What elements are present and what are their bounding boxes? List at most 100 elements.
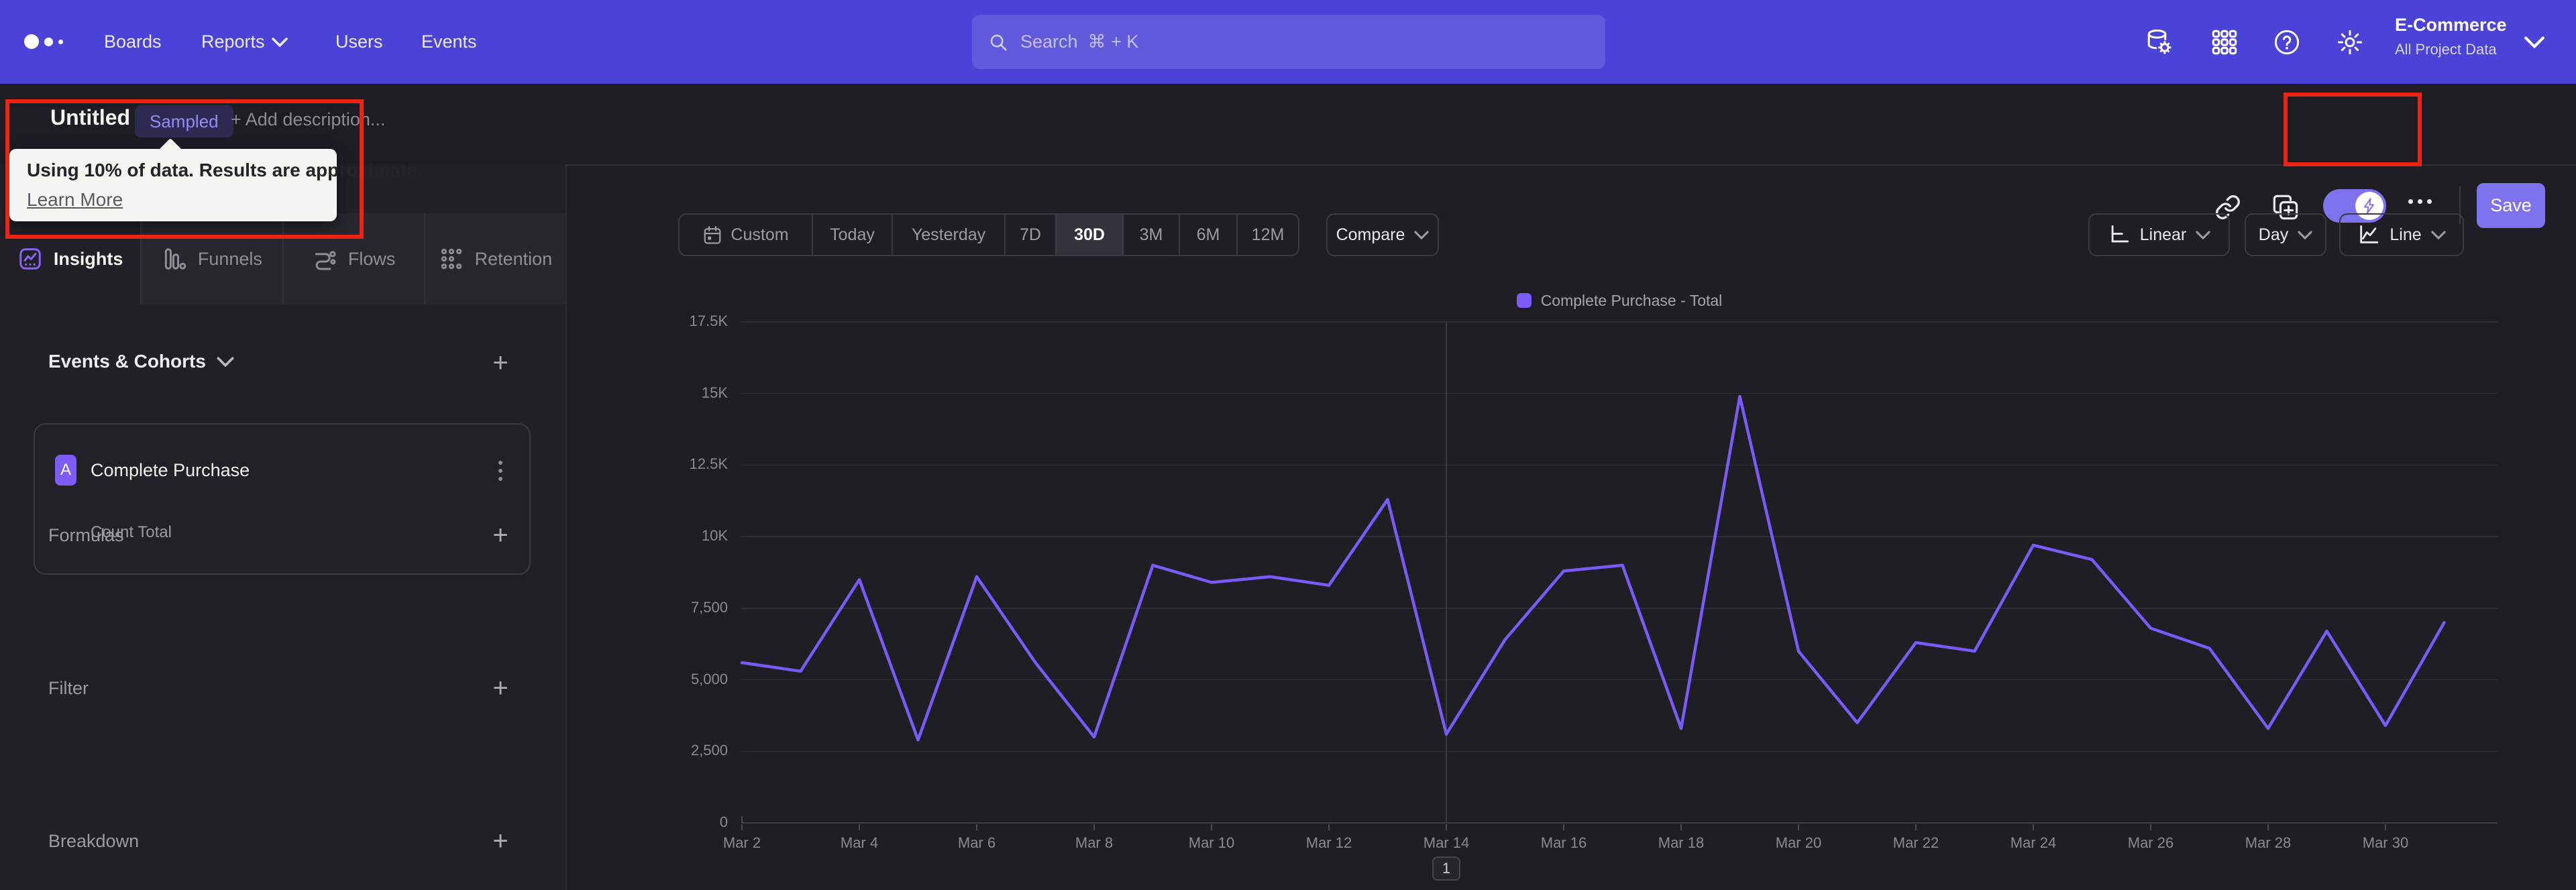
x-axis-tick bbox=[859, 824, 860, 830]
project-scope: All Project Data bbox=[2395, 41, 2497, 58]
event-card[interactable]: A Complete Purchase Count Total bbox=[34, 423, 531, 575]
y-axis-label: 10K bbox=[701, 527, 728, 545]
x-axis-tick bbox=[1680, 824, 1682, 830]
event-metric[interactable]: Count Total bbox=[91, 523, 172, 541]
x-axis-label: Mar 2 bbox=[722, 834, 761, 851]
y-gridline bbox=[741, 392, 2498, 394]
help-icon[interactable] bbox=[2273, 28, 2301, 56]
chart-plot-area[interactable] bbox=[698, 295, 2576, 838]
calendar-icon bbox=[704, 226, 721, 244]
sampled-badge[interactable]: Sampled bbox=[135, 105, 233, 137]
linear-scale-icon bbox=[2111, 225, 2129, 243]
legend-swatch bbox=[1516, 293, 1532, 308]
x-axis-label: Mar 4 bbox=[840, 834, 879, 851]
add-breakdown-button[interactable]: + bbox=[492, 826, 508, 856]
tab-insights[interactable]: Insights bbox=[0, 213, 141, 304]
tab-funnels[interactable]: Funnels bbox=[140, 213, 282, 304]
add-filter-button[interactable]: + bbox=[492, 673, 508, 703]
y-gridline bbox=[741, 679, 2498, 681]
range-3m-button[interactable]: 3M bbox=[1122, 215, 1179, 255]
range-6m-button[interactable]: 6M bbox=[1179, 215, 1236, 255]
date-range-control: Custom Today Yesterday 7D 30D 3M 6M 12M bbox=[678, 213, 1299, 256]
range-custom-button[interactable]: Custom bbox=[680, 215, 812, 255]
chevron-down-icon bbox=[217, 356, 234, 367]
events-cohorts-header[interactable]: Events & Cohorts bbox=[48, 351, 234, 372]
settings-gear-icon[interactable] bbox=[2336, 28, 2364, 56]
x-axis-label: Mar 24 bbox=[2010, 834, 2057, 851]
query-builder-sidebar: Insights Funnels Flows bbox=[0, 164, 567, 890]
save-button[interactable]: Save bbox=[2477, 183, 2545, 228]
tab-retention[interactable]: Retention bbox=[423, 213, 566, 304]
data-management-icon[interactable] bbox=[2145, 28, 2174, 56]
search-input[interactable] bbox=[1019, 31, 1558, 53]
x-axis-label: Mar 6 bbox=[957, 834, 996, 851]
tooltip-message: Using 10% of data. Results are approxima… bbox=[27, 160, 423, 180]
scale-dropdown[interactable]: Linear bbox=[2088, 213, 2230, 256]
lightning-bolt-icon bbox=[2363, 198, 2374, 214]
add-event-button[interactable]: + bbox=[492, 347, 508, 378]
range-today-button[interactable]: Today bbox=[812, 215, 892, 255]
nav-users[interactable]: Users bbox=[335, 32, 383, 52]
event-options-menu[interactable] bbox=[494, 457, 506, 485]
flows-icon bbox=[315, 251, 336, 270]
project-name: E-Commerce bbox=[2395, 15, 2507, 35]
nav-boards[interactable]: Boards bbox=[104, 32, 162, 52]
chart-type-dropdown[interactable]: Line bbox=[2339, 213, 2464, 256]
y-gridline bbox=[741, 750, 2498, 753]
tab-flows[interactable]: Flows bbox=[282, 213, 424, 304]
y-axis-label: 7,500 bbox=[690, 598, 728, 616]
series-letter-badge: A bbox=[55, 455, 76, 486]
chart-legend[interactable]: Complete Purchase - Total bbox=[741, 288, 2498, 313]
top-nav: Boards Reports Users Events bbox=[0, 0, 2576, 84]
x-axis-line bbox=[741, 822, 2498, 824]
add-description[interactable]: + Add description... bbox=[231, 109, 386, 129]
x-axis-tick bbox=[1328, 824, 1330, 830]
event-name[interactable]: Complete Purchase bbox=[91, 460, 250, 480]
add-to-board-icon[interactable] bbox=[2269, 191, 2302, 223]
report-tabs: Insights Funnels Flows bbox=[0, 213, 566, 304]
sampling-tooltip: Using 10% of data. Results are approxima… bbox=[9, 138, 423, 221]
global-search[interactable] bbox=[972, 15, 1605, 69]
x-axis-label: Mar 10 bbox=[1188, 834, 1235, 851]
interval-dropdown[interactable]: Day bbox=[2245, 213, 2326, 256]
range-7d-button[interactable]: 7D bbox=[1004, 215, 1055, 255]
apps-grid-icon[interactable] bbox=[2210, 28, 2239, 56]
nav-events[interactable]: Events bbox=[421, 32, 477, 52]
insights-icon bbox=[19, 248, 41, 270]
more-actions-menu[interactable] bbox=[2408, 199, 2432, 204]
x-axis-tick bbox=[2033, 824, 2034, 830]
project-chevron-icon[interactable] bbox=[2524, 36, 2545, 48]
chevron-down-icon bbox=[1414, 230, 1430, 239]
series-line-complete-purchase bbox=[740, 394, 2446, 742]
x-axis-label: Mar 28 bbox=[2245, 834, 2292, 851]
mixpanel-logo-icon[interactable] bbox=[24, 34, 63, 50]
add-formula-button[interactable]: + bbox=[492, 520, 508, 550]
report-title-bar: Untitled Sampled + Add description... bbox=[0, 84, 2576, 228]
x-axis-label: Mar 8 bbox=[1075, 834, 1114, 851]
toggle-knob bbox=[2355, 192, 2383, 220]
y-gridline bbox=[741, 608, 2498, 609]
learn-more-link[interactable]: Learn More bbox=[27, 189, 123, 210]
chevron-down-icon bbox=[2430, 230, 2446, 239]
sampling-toggle[interactable] bbox=[2323, 189, 2386, 223]
x-axis-tick bbox=[1798, 824, 1799, 830]
x-axis-label: Mar 26 bbox=[2127, 834, 2174, 851]
x-axis-label: Mar 12 bbox=[1305, 834, 1352, 851]
y-axis-label: 17.5K bbox=[689, 313, 729, 329]
range-12m-button[interactable]: 12M bbox=[1236, 215, 1298, 255]
compare-button[interactable]: Compare bbox=[1326, 213, 1439, 256]
y-gridline bbox=[741, 464, 2498, 466]
range-30d-button[interactable]: 30D bbox=[1055, 215, 1122, 255]
project-switcher[interactable]: E-Commerce All Project Data bbox=[2395, 15, 2542, 58]
x-axis-label: Mar 22 bbox=[1892, 834, 1939, 851]
nav-reports[interactable]: Reports bbox=[201, 0, 288, 84]
range-yesterday-button[interactable]: Yesterday bbox=[892, 215, 1004, 255]
y-gridline bbox=[741, 321, 2498, 323]
x-axis-tick bbox=[1211, 824, 1212, 830]
x-axis-tick bbox=[741, 824, 743, 830]
report-title[interactable]: Untitled bbox=[50, 105, 131, 129]
breakdown-label: Breakdown bbox=[48, 831, 140, 851]
annotation-marker-1[interactable]: 1 bbox=[1432, 856, 1460, 881]
x-axis-label: Mar 30 bbox=[2362, 834, 2409, 851]
